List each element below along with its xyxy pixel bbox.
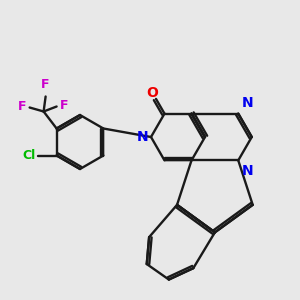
Text: N: N xyxy=(241,164,253,178)
Text: F: F xyxy=(18,100,27,113)
Text: F: F xyxy=(41,79,50,92)
Text: N: N xyxy=(136,130,148,144)
Text: Cl: Cl xyxy=(22,149,36,162)
Text: N: N xyxy=(241,96,253,110)
Text: F: F xyxy=(60,99,68,112)
Text: O: O xyxy=(147,86,158,100)
